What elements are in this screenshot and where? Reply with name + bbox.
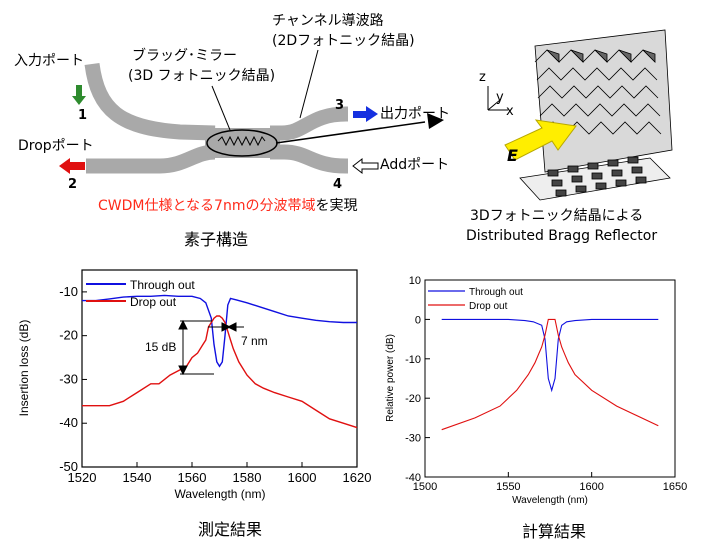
x-tick-label: 1650	[663, 481, 687, 493]
cwdm-statement: CWDM仕様となる7nmの分波帯域を実現	[98, 198, 357, 214]
series-line-through	[82, 294, 357, 368]
y-tick-label: 0	[415, 314, 421, 326]
crystal-pointer-arrowhead	[427, 113, 444, 129]
crystal-pointer-line	[275, 121, 426, 144]
measured-annotation-15db: 15 dB	[145, 340, 176, 354]
y-tick-label: -40	[59, 415, 78, 430]
y-tick-label: -10	[59, 284, 78, 299]
x-tick-label: 1520	[68, 470, 97, 485]
axis-x-label: x	[506, 104, 514, 119]
y-tick-label: -10	[405, 354, 421, 366]
waveguide-through-arm	[270, 106, 348, 141]
measured-legend-drop-label: Drop out	[130, 295, 177, 309]
y-tick-label: -20	[405, 393, 421, 405]
measured-caption: 測定結果	[198, 520, 263, 539]
field-label: E	[507, 146, 518, 165]
calculated-xlabel: Wavelength (nm)	[512, 495, 588, 506]
field-arrow-icon	[504, 119, 577, 161]
output-arrow-icon	[353, 106, 378, 122]
add-arrow-icon	[352, 157, 379, 175]
measured-plot-frame	[81, 269, 358, 468]
drop-arrow-icon	[59, 158, 85, 174]
port-number-3: 3	[335, 98, 345, 113]
y-tick-label: -30	[405, 433, 421, 445]
cwdm-statement-red: CWDM仕様となる7nmの分波帯域	[98, 198, 316, 214]
series-line-drop	[441, 318, 659, 431]
port-number-4: 4	[333, 177, 343, 192]
waveguide-add-arm	[270, 144, 348, 174]
waveguide-input-arm	[84, 62, 216, 141]
series-line-through	[441, 318, 659, 393]
bragg-mirror-label-1: ブラッグ･ミラー	[132, 48, 237, 64]
bragg-mirror-label-2: (3D フォトニック結晶)	[128, 68, 276, 84]
bragg-mirror-zigzag	[217, 135, 266, 147]
drop-port-label: Dropポート	[18, 138, 94, 154]
add-port-label: Addポート	[380, 157, 450, 173]
y-tick-label: -20	[59, 328, 78, 343]
calculated-legend-drop-label: Drop out	[469, 301, 508, 312]
cwdm-statement-black: を実現	[315, 198, 358, 214]
x-tick-label: 1600	[579, 481, 603, 493]
series-line-drop	[82, 315, 358, 429]
measured-7nm-marker	[208, 322, 244, 332]
x-tick-label: 1540	[123, 470, 152, 485]
calculated-plot-frame	[424, 279, 676, 478]
channel-waveguide-label-2: (2Dフォトニック結晶)	[272, 33, 415, 49]
y-tick-label: -50	[59, 459, 78, 474]
calculated-ticks: 1500 1550 1600 1650 -40 -30 -20 -10 0 10	[405, 275, 687, 493]
measured-xlabel: Wavelength (nm)	[175, 487, 266, 501]
axis-z-label: z	[479, 70, 486, 85]
port-number-1: 1	[78, 108, 88, 123]
x-tick-label: 1600	[288, 470, 317, 485]
measured-ticks: 1520 1540 1560 1580 1600 1620 -50 -40 -30 -20 -10	[59, 284, 371, 485]
axes-icon	[487, 86, 508, 111]
channel-waveguide-label-1: チャンネル導波路	[272, 13, 384, 29]
measured-ylabel: Insertion loss (dB)	[17, 320, 31, 417]
calculated-caption: 計算結果	[522, 522, 587, 541]
channel-pointer-line	[299, 49, 319, 119]
input-arrow-icon	[72, 85, 86, 105]
port-number-2: 2	[68, 177, 78, 192]
x-tick-label: 1580	[233, 470, 262, 485]
axis-y-label: y	[496, 90, 504, 105]
x-tick-label: 1550	[496, 481, 520, 493]
measured-15db-bracket	[178, 319, 214, 376]
calculated-series	[441, 318, 659, 431]
x-tick-label: 1500	[413, 481, 437, 493]
input-port-label: 入力ポート	[14, 53, 84, 69]
measured-legend-through-label: Through out	[130, 278, 195, 292]
crystal-caption-2: Distributed Bragg Reflector	[466, 228, 658, 244]
y-tick-label: -40	[405, 472, 421, 484]
x-tick-label: 1620	[343, 470, 372, 485]
crystal-caption-1: 3Dフォトニック結晶による	[470, 208, 644, 224]
y-tick-label: 10	[409, 275, 421, 287]
device-caption: 素子構造	[184, 230, 249, 249]
measured-series	[82, 294, 358, 429]
mirror-pointer-line	[211, 85, 231, 131]
crystal-zigzag-wall	[534, 29, 673, 173]
calculated-legend-through-label: Through out	[469, 287, 523, 298]
output-port-label: 出力ポート	[380, 106, 450, 122]
measured-annotation-7nm: 7 nm	[241, 334, 268, 348]
y-tick-label: -30	[59, 371, 78, 386]
x-tick-label: 1560	[178, 470, 207, 485]
calculated-ylabel: Relative power (dB)	[385, 334, 396, 422]
crystal-base-slab	[519, 156, 671, 201]
